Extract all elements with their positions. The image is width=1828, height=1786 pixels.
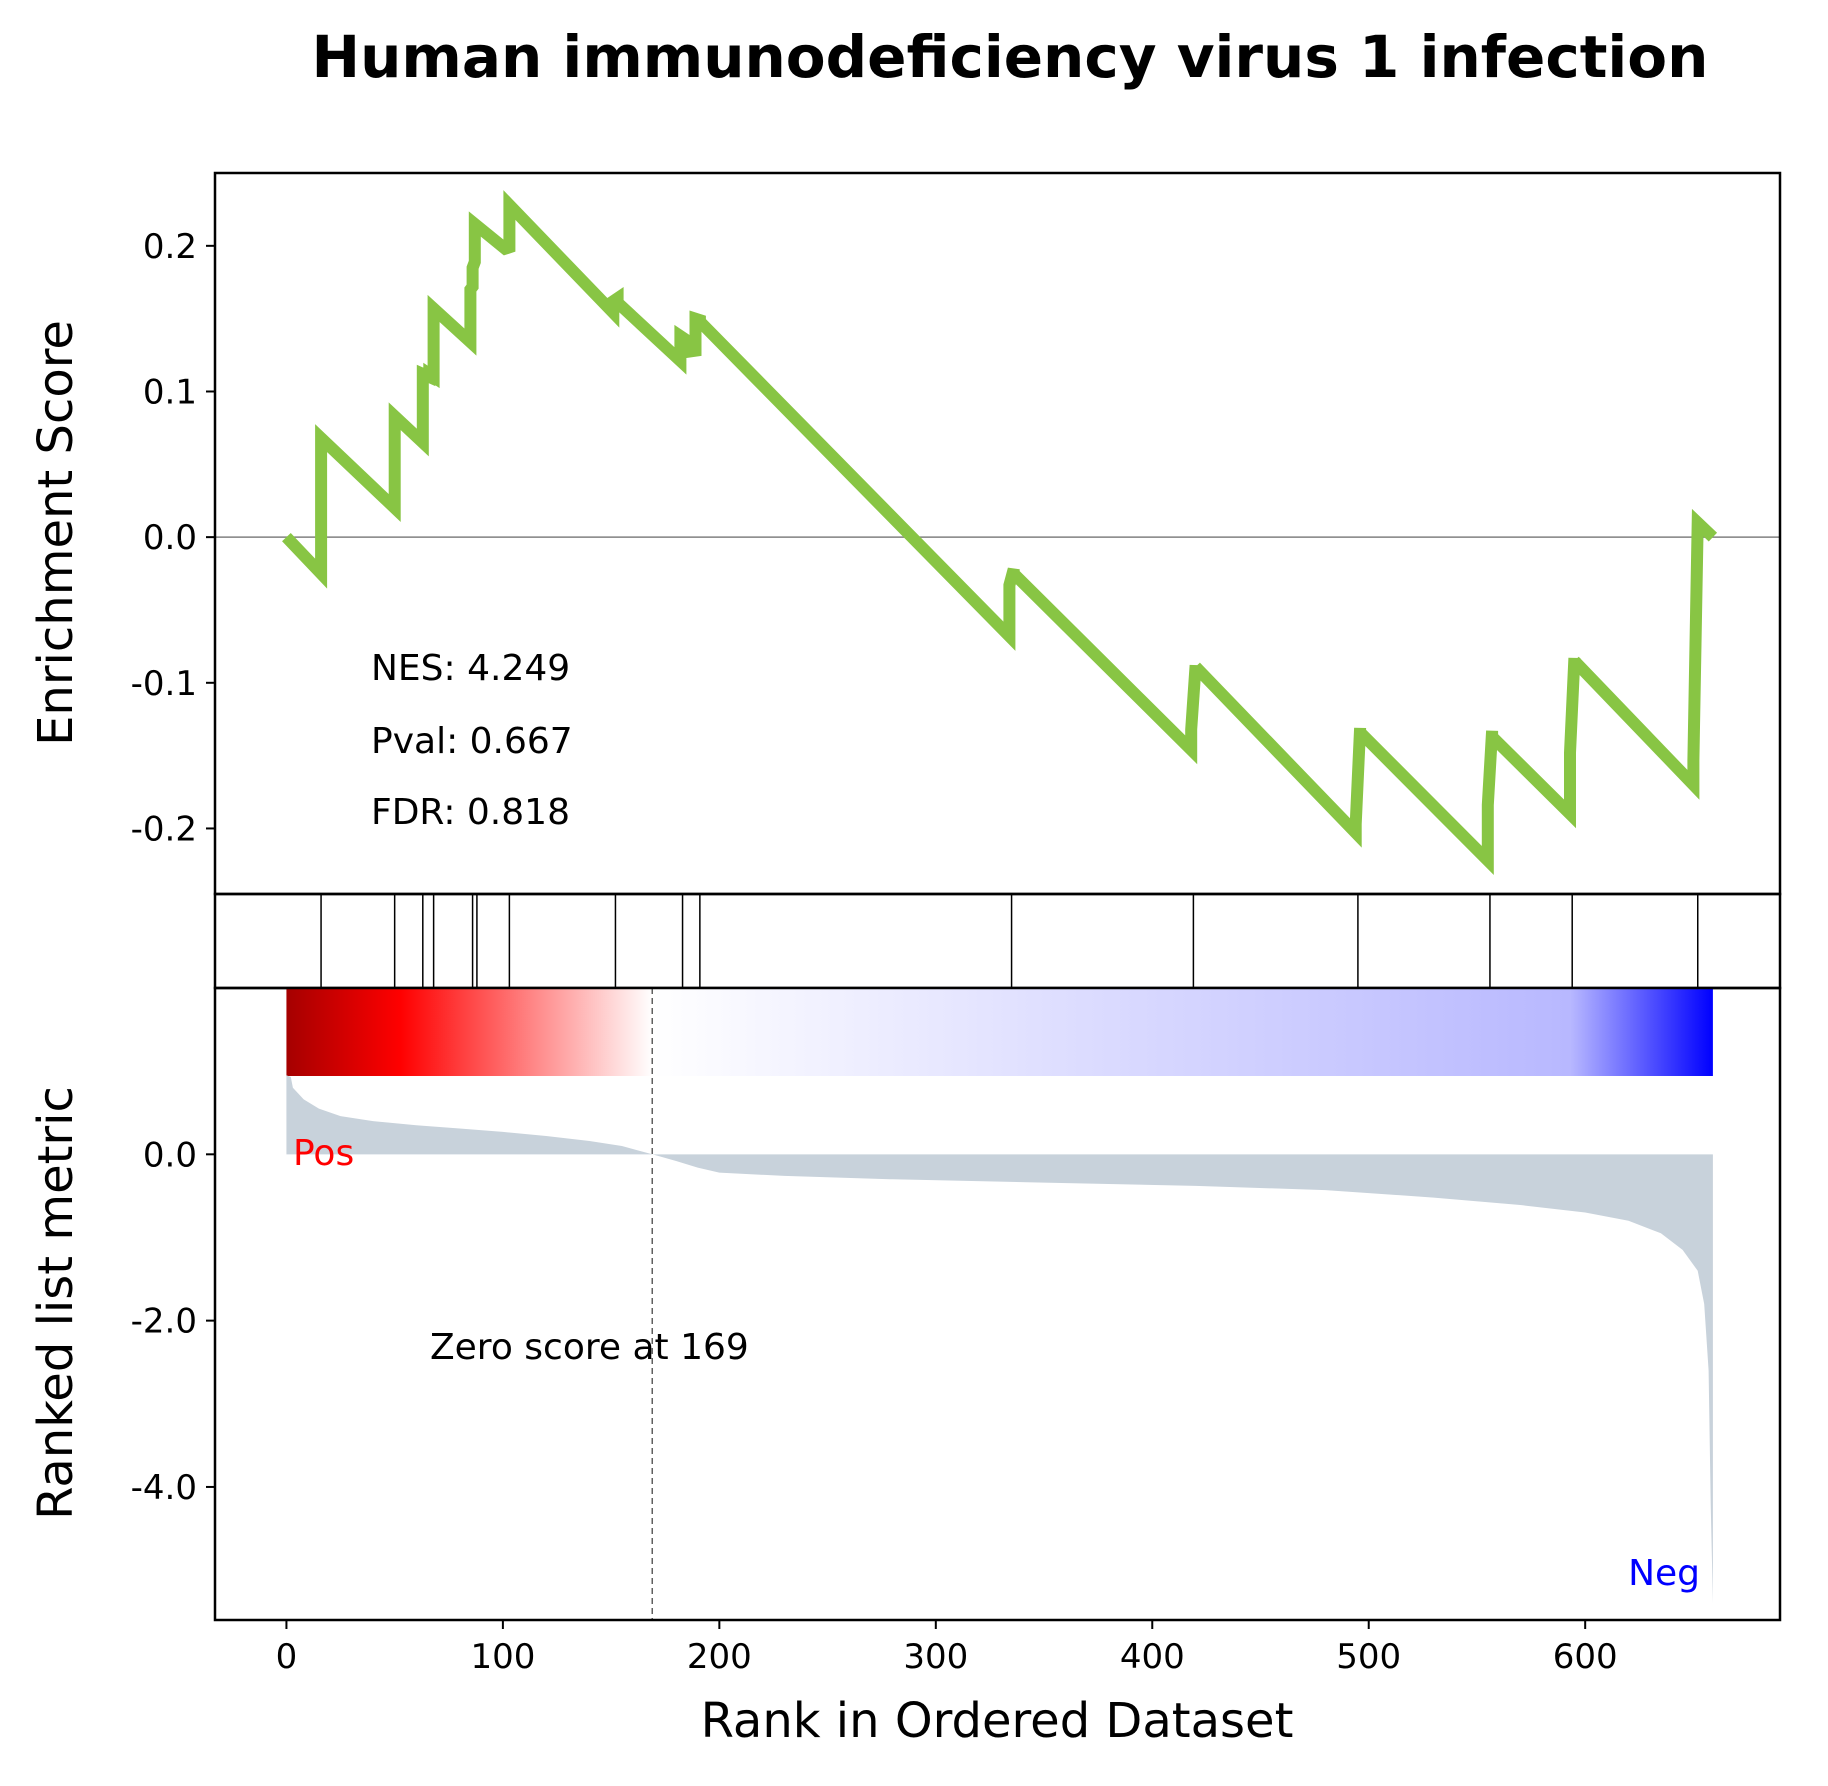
rank-y-tick-label: -4.0 — [131, 1468, 197, 1508]
es-y-tick-label: 0.2 — [143, 227, 197, 267]
pval-annotation: Pval: 0.667 — [371, 721, 573, 762]
x-ticks: 0 100 200 300 400 500 600 — [276, 1620, 1618, 1677]
pos-label: Pos — [293, 1133, 354, 1174]
rank-y-tick-label: 0.0 — [143, 1135, 197, 1175]
es-y-tick-label: 0.1 — [143, 372, 197, 412]
enrichment-panel: 0.2 0.1 0.0 -0.1 -0.2 NES: 4.249 Pval: 0.667… — [28, 171, 1782, 896]
nes-annotation: NES: 4.249 — [371, 648, 570, 689]
zero-score-label: Zero score at 169 — [430, 1327, 749, 1368]
fdr-annotation: FDR: 0.818 — [371, 792, 570, 833]
rank-y-tick-label: -2.0 — [131, 1302, 197, 1342]
x-tick-label: 500 — [1336, 1637, 1401, 1677]
ranked-metric-panel: Zero score at 169 Pos Neg 0.0 -2.0 -4.0 Ra… — [28, 986, 1782, 1622]
hits-panel-frame — [213, 892, 1782, 990]
rank-y-ticks: 0.0 -2.0 -4.0 — [131, 1135, 215, 1508]
es-y-tick-label: -0.2 — [131, 809, 197, 849]
neg-label: Neg — [1628, 1553, 1700, 1594]
heatmap-bar — [286, 988, 1713, 1076]
es-y-tick-label: 0.0 — [143, 518, 197, 558]
rank-y-axis-label: Ranked list metric — [28, 1086, 84, 1520]
chart-title: Human immunodeficiency virus 1 infection — [312, 23, 1709, 91]
x-tick-label: 200 — [687, 1637, 752, 1677]
hits-panel — [213, 892, 1782, 990]
rank-panel-frame — [213, 986, 1782, 1622]
x-tick-label: 300 — [903, 1637, 968, 1677]
es-y-ticks: 0.2 0.1 0.0 -0.1 -0.2 — [131, 227, 215, 849]
es-line — [282, 190, 1718, 876]
x-tick-label: 100 — [470, 1637, 535, 1677]
es-y-tick-label: -0.1 — [131, 664, 197, 704]
x-tick-label: 0 — [276, 1637, 298, 1677]
es-y-axis-label: Enrichment Score — [28, 320, 84, 746]
x-axis-label: Rank in Ordered Dataset — [701, 1693, 1294, 1749]
ranked-metric-area — [286, 1075, 1713, 1604]
x-tick-label: 400 — [1120, 1637, 1185, 1677]
x-tick-label: 600 — [1553, 1637, 1618, 1677]
hit-lines — [320, 894, 1699, 988]
